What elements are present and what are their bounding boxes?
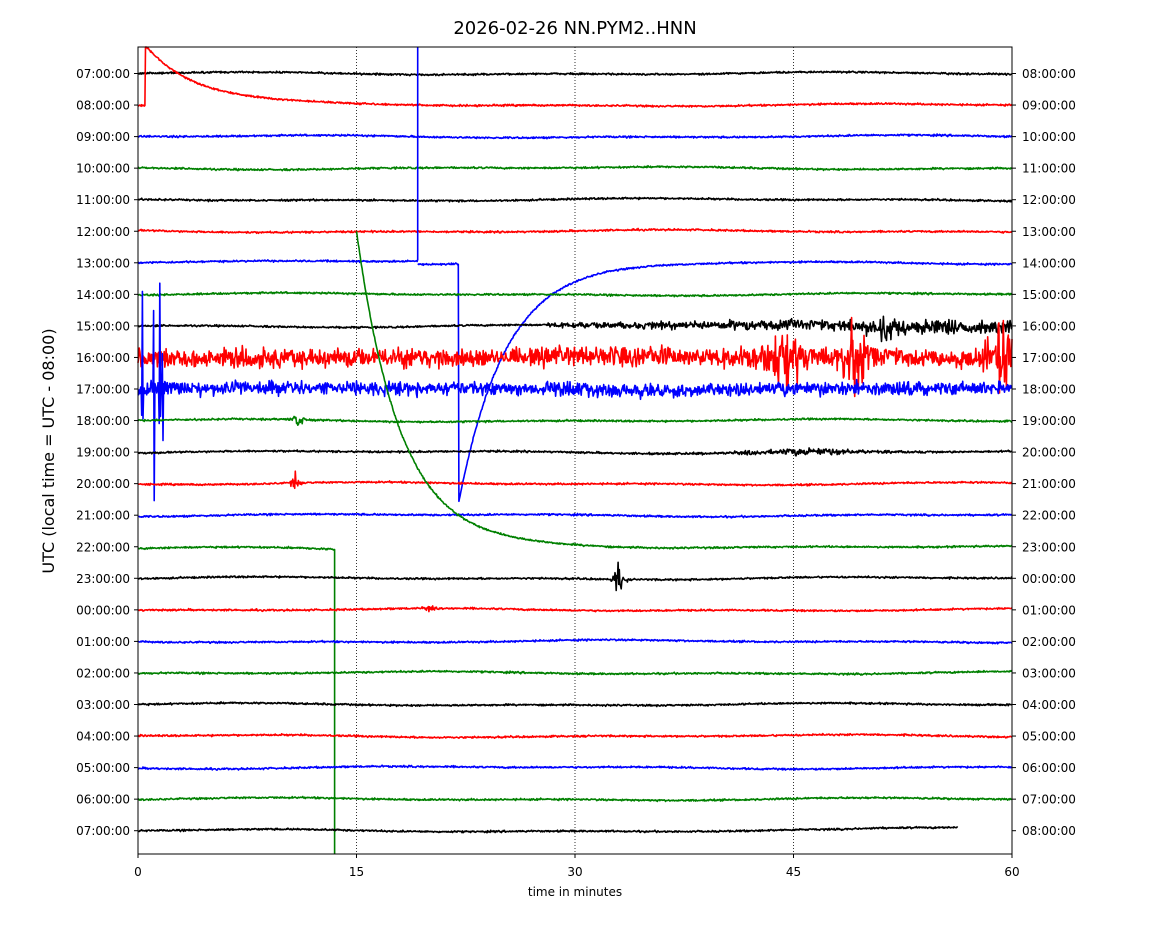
trace-line: [137, 447, 1013, 457]
right-time-label: 12:00:00: [1022, 193, 1076, 207]
left-time-label: 09:00:00: [76, 130, 130, 144]
trace-line: [137, 561, 1013, 592]
right-time-label: 19:00:00: [1022, 414, 1076, 428]
left-time-label: 05:00:00: [76, 761, 130, 775]
right-time-label: 02:00:00: [1022, 635, 1076, 649]
trace-line: [137, 196, 1013, 203]
right-time-label: 16:00:00: [1022, 319, 1076, 333]
right-time-label: 21:00:00: [1022, 477, 1076, 491]
x-tick-label: 0: [134, 865, 142, 879]
trace-line: [137, 470, 1013, 490]
right-time-label: 11:00:00: [1022, 162, 1076, 176]
left-time-label: 16:00:00: [76, 351, 130, 365]
trace-layer: [137, 46, 1013, 854]
trace-line: [137, 825, 959, 834]
right-time-label: 14:00:00: [1022, 256, 1076, 270]
trace-line: [137, 316, 1013, 398]
right-time-label: 17:00:00: [1022, 351, 1076, 365]
grid-layer: [356, 47, 794, 854]
trace-line: [137, 795, 1013, 803]
trace-line: [137, 415, 1013, 426]
x-tick-label: 45: [786, 865, 801, 879]
left-time-label: 22:00:00: [76, 540, 130, 554]
left-time-label: 00:00:00: [76, 603, 130, 617]
y-axis-label: UTC (local time = UTC - 08:00): [39, 328, 58, 573]
trace-line: [137, 315, 1013, 343]
trace-line: [137, 70, 1013, 77]
trace-line: [137, 701, 1013, 708]
trace-line: [355, 231, 1013, 550]
trace-line: [137, 46, 1013, 108]
trace-line: [137, 282, 1013, 502]
left-time-label: 20:00:00: [76, 477, 130, 491]
trace-line: [137, 133, 1013, 140]
x-tick-label: 15: [349, 865, 364, 879]
left-time-label: 19:00:00: [76, 446, 130, 460]
right-time-label: 23:00:00: [1022, 540, 1076, 554]
left-time-label: 11:00:00: [76, 193, 130, 207]
x-tick-label: 30: [567, 865, 582, 879]
left-time-label: 07:00:00: [76, 67, 130, 81]
left-time-label: 02:00:00: [76, 666, 130, 680]
left-time-label: 17:00:00: [76, 383, 130, 397]
right-time-label: 10:00:00: [1022, 130, 1076, 144]
right-time-label: 18:00:00: [1022, 383, 1076, 397]
left-time-label: 23:00:00: [76, 572, 130, 586]
right-time-label: 01:00:00: [1022, 603, 1076, 617]
right-time-label: 13:00:00: [1022, 225, 1076, 239]
left-time-label: 15:00:00: [76, 319, 130, 333]
right-time-label: 08:00:00: [1022, 67, 1076, 81]
trace-line: [137, 227, 1013, 235]
right-time-label: 15:00:00: [1022, 288, 1076, 302]
left-time-label: 12:00:00: [76, 225, 130, 239]
trace-line: [137, 545, 336, 854]
right-time-label: 08:00:00: [1022, 824, 1076, 838]
right-time-label: 07:00:00: [1022, 793, 1076, 807]
trace-line: [137, 732, 1013, 739]
right-time-label: 20:00:00: [1022, 446, 1076, 460]
right-time-labels: 08:00:00 09:00:00 10:00:00 11:00:00 12:00:00…: [1012, 67, 1076, 838]
left-time-label: 18:00:00: [76, 414, 130, 428]
trace-line: [137, 164, 1013, 172]
trace-line: [137, 512, 1013, 519]
trace-line: [137, 605, 1013, 613]
left-time-label: 10:00:00: [76, 162, 130, 176]
right-time-label: 03:00:00: [1022, 666, 1076, 680]
trace-line: [137, 764, 1013, 771]
right-time-label: 05:00:00: [1022, 730, 1076, 744]
x-tick-label: 60: [1004, 865, 1019, 879]
trace-line: [137, 669, 1013, 676]
trace-line: [137, 291, 1013, 298]
right-time-label: 06:00:00: [1022, 761, 1076, 775]
x-axis-label: time in minutes: [528, 885, 622, 899]
left-time-label: 06:00:00: [76, 793, 130, 807]
trace-line: [137, 638, 1013, 645]
left-time-label: 08:00:00: [76, 99, 130, 113]
right-time-label: 09:00:00: [1022, 99, 1076, 113]
right-time-label: 00:00:00: [1022, 572, 1076, 586]
chart-title: 2026-02-26 NN.PYM2..HNN: [453, 18, 696, 39]
left-time-label: 01:00:00: [76, 635, 130, 649]
left-time-label: 13:00:00: [76, 256, 130, 270]
right-time-label: 04:00:00: [1022, 698, 1076, 712]
left-time-label: 21:00:00: [76, 509, 130, 523]
left-time-label: 04:00:00: [76, 730, 130, 744]
left-time-label: 07:00:00: [76, 824, 130, 838]
x-axis-ticks: 0 15 30 45 60: [134, 854, 1020, 879]
left-time-labels: 07:00:00 08:00:00 09:00:00 10:00:00 11:00:00…: [76, 67, 138, 838]
trace-line: [417, 260, 1013, 503]
left-time-label: 14:00:00: [76, 288, 130, 302]
left-time-label: 03:00:00: [76, 698, 130, 712]
trace-line: [137, 47, 419, 265]
right-time-label: 22:00:00: [1022, 509, 1076, 523]
